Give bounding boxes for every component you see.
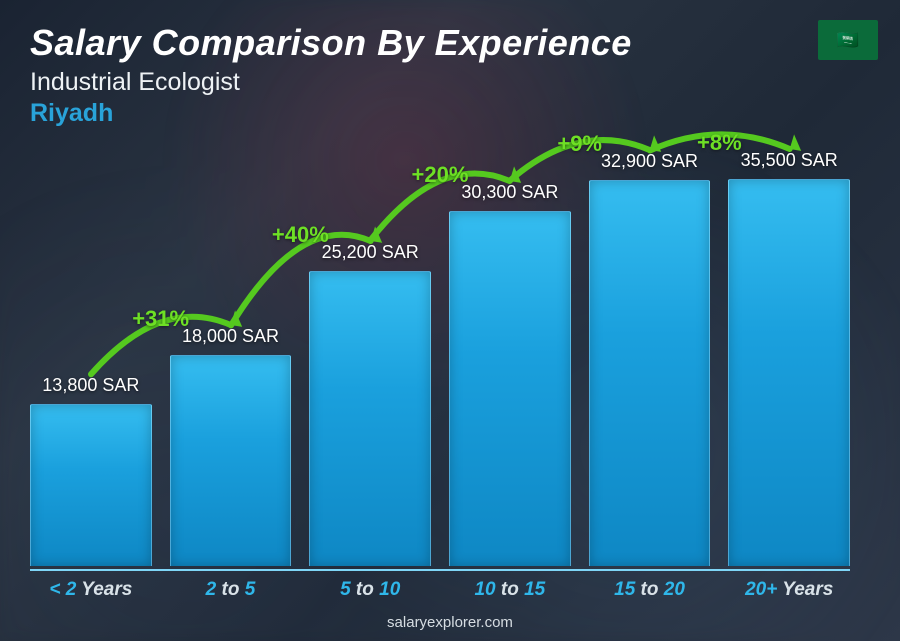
bar-chart: 13,800 SAR 18,000 SAR 25,200 SAR 30,300 SAR… xyxy=(30,150,850,566)
bar-value-label: 25,200 SAR xyxy=(322,242,419,263)
bar-slot: 32,900 SAR xyxy=(589,150,711,566)
country-flag-icon: 🇸🇦 xyxy=(818,20,878,60)
job-title: Industrial Ecologist xyxy=(30,68,870,97)
bar-slot: 13,800 SAR xyxy=(30,150,152,566)
bar-slot: 30,300 SAR xyxy=(449,150,571,566)
bar-value-label: 30,300 SAR xyxy=(461,182,558,203)
bar-value-label: 18,000 SAR xyxy=(182,326,279,347)
x-axis-label: 10 to 15 xyxy=(449,579,571,601)
bar xyxy=(449,211,571,566)
bar xyxy=(589,180,711,566)
x-axis-label: 15 to 20 xyxy=(589,579,711,601)
x-axis-label: < 2 Years xyxy=(30,579,152,601)
bar-slot: 18,000 SAR xyxy=(170,150,292,566)
bar-value-label: 35,500 SAR xyxy=(741,150,838,171)
x-axis-label: 2 to 5 xyxy=(170,579,292,601)
header: Salary Comparison By Experience Industri… xyxy=(0,0,900,128)
bar xyxy=(30,404,152,566)
x-axis-label: 20+ Years xyxy=(728,579,850,601)
bar-value-label: 13,800 SAR xyxy=(42,375,139,396)
page-title: Salary Comparison By Experience xyxy=(30,22,870,64)
x-axis: < 2 Years 2 to 5 5 to 10 10 to 15 15 to 20 20… xyxy=(30,569,850,601)
bar xyxy=(309,271,431,566)
bar-slot: 25,200 SAR xyxy=(309,150,431,566)
bar xyxy=(170,355,292,566)
flag-emoji: 🇸🇦 xyxy=(837,31,859,49)
bar-value-label: 32,900 SAR xyxy=(601,151,698,172)
location-label: Riyadh xyxy=(30,99,870,128)
bar xyxy=(728,179,850,566)
x-axis-label: 5 to 10 xyxy=(309,579,431,601)
bar-slot: 35,500 SAR xyxy=(728,150,850,566)
footer-source: salaryexplorer.com xyxy=(0,614,900,631)
